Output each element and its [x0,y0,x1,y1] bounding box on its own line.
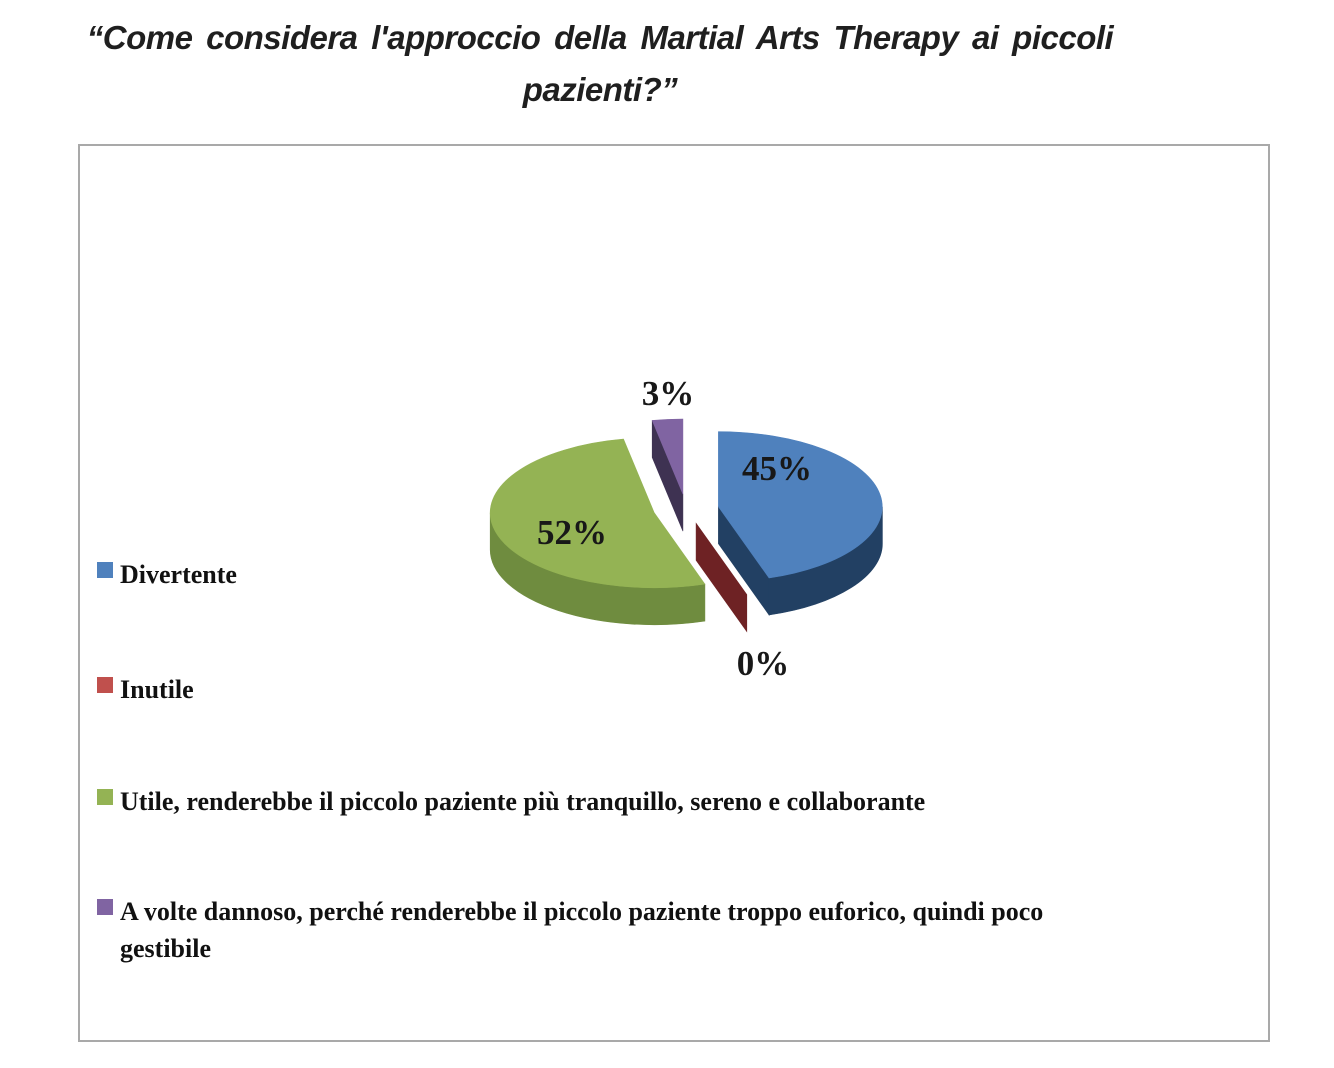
pie-slice-3-top [651,418,684,495]
legend-item-divertente: Divertente [97,556,1087,593]
legend-label-inutile: Inutile [120,675,194,704]
chart-title-line1: “Come considera l'approccio della Martia… [86,19,1114,56]
legend-label-dannoso: A volte dannoso, perché renderebbe il pi… [120,897,1044,963]
data-label-divertente: 45% [742,449,812,488]
data-label-dannoso: 3% [641,374,695,413]
chart-title: “Come considera l'approccio della Martia… [20,12,1180,116]
pie-slice-0-top [718,431,883,579]
pie-3d-chart [489,418,883,633]
legend-swatch-dannoso [97,899,113,915]
pie-slice-2-top [489,438,706,589]
pie-slice-1-edge [695,522,748,633]
legend-item-utile: Utile, renderebbe il piccolo paziente pi… [97,783,1087,820]
legend-item-dannoso: A volte dannoso, perché renderebbe il pi… [97,893,1087,967]
legend-label-utile: Utile, renderebbe il piccolo paziente pi… [120,787,926,816]
legend-swatch-inutile [97,677,113,693]
legend-item-inutile: Inutile [97,671,1087,708]
data-label-utile: 52% [537,513,607,552]
chart-title-line2: pazienti?” [522,71,678,108]
legend-label-divertente: Divertente [120,560,237,589]
legend-swatch-utile [97,789,113,805]
chart-area: 45% 0% 52% 3% Divertente Inutile Utile, … [78,144,1270,1042]
legend-swatch-divertente [97,562,113,578]
data-label-inutile: 0% [736,644,790,683]
